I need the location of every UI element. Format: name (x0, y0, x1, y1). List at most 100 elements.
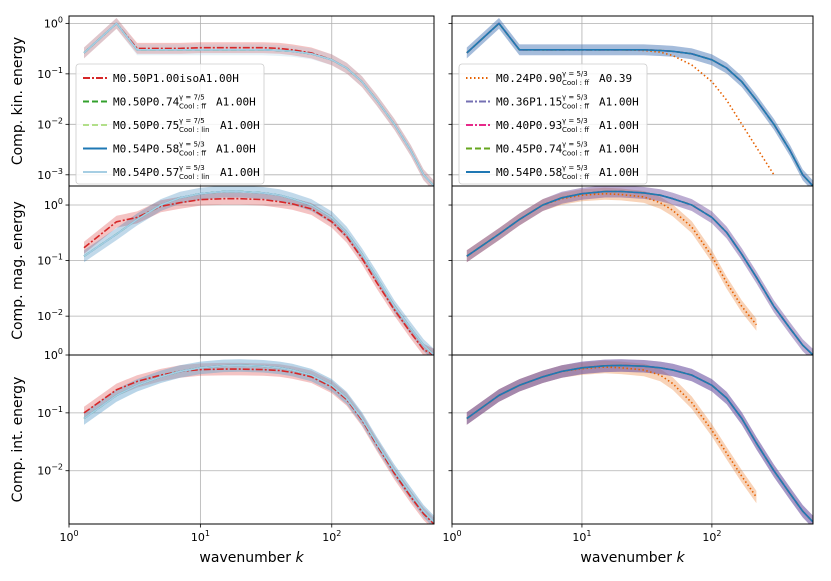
y-axis-label: Comp. int. energy (10, 377, 26, 503)
panel-frame (451, 185, 814, 356)
y-tick-label: 10−2 (37, 463, 63, 478)
legend-label-s2: M0.50P0.74 (113, 96, 180, 109)
legend-label-r2: M0.36P1.15 (496, 96, 562, 109)
series-band-r1 (466, 360, 757, 504)
series-line-r5 (466, 190, 813, 355)
series-line-r5 (466, 364, 813, 523)
series-line-s1 (83, 22, 434, 186)
x-tick-label: 100 (442, 529, 461, 544)
y-tick-label: 10−3 (37, 167, 63, 182)
legend-post-r4: A1.00H (599, 143, 639, 156)
legend-frame (458, 63, 648, 185)
legend-label-r1: M0.24P0.90 (496, 72, 562, 85)
legend-sup-s3: γ = 7/5 (179, 117, 205, 125)
grid (451, 355, 813, 524)
panel-r2-c0: 100 10−1 10−2 100 101 102 (37, 347, 435, 544)
x-axis-label: wavenumber k (580, 550, 685, 566)
legend-label-r5: M0.54P0.58 (496, 166, 562, 179)
series-group (83, 359, 434, 524)
x-tick-label: 101 (191, 529, 210, 544)
panel-frame (68, 185, 435, 356)
legend-post-r5: A1.00H (599, 166, 639, 179)
series-band-r3 (466, 359, 813, 524)
series-group (83, 186, 434, 355)
series-band-r5 (466, 186, 813, 355)
legend-sub-s3: Cool : lin (179, 126, 210, 134)
series-line-s1 (83, 368, 434, 524)
panel-frame (68, 354, 435, 525)
series-band-s4 (84, 359, 434, 524)
grid (68, 355, 434, 524)
legend-post-s3: A1.00H (220, 119, 260, 132)
x-tick-label: 102 (322, 529, 341, 544)
legend-sub-r5: Cool : ff (562, 173, 589, 181)
panel-r1-c0: 100 10−1 10−2 (37, 185, 435, 359)
series-line-s1 (83, 197, 434, 355)
legend-sup-r2: γ = 5/3 (562, 94, 588, 102)
y-tick-label: 10−1 (37, 66, 63, 81)
series-band-r3 (466, 186, 813, 355)
legend-sup-s4: γ = 5/3 (179, 141, 205, 149)
legend-sub-s5: Cool : lin (179, 173, 210, 181)
legend-label-s5: M0.54P0.57 (113, 166, 179, 179)
panel-r1-c1 (448, 185, 814, 359)
y-tick-label: 10−1 (37, 405, 63, 420)
series-band-r2 (466, 359, 813, 524)
y-tick-label: 100 (44, 197, 63, 212)
y-tick-label: 10−1 (37, 253, 63, 268)
x-tick-label: 101 (572, 529, 591, 544)
series-band-r1 (466, 187, 757, 331)
x-axis-label: wavenumber k (199, 550, 304, 566)
grid (68, 186, 434, 355)
legend-sub-r3: Cool : ff (562, 126, 589, 134)
legend-post-r3: A1.00H (599, 119, 639, 132)
legend-frame (75, 63, 265, 185)
series-band-s5 (84, 359, 434, 524)
legend-sub-s4: Cool : ff (179, 150, 206, 158)
panel-frame (451, 354, 814, 525)
legend-sub-r2: Cool : ff (562, 103, 589, 111)
legend-label-s4: M0.54P0.58 (113, 143, 179, 156)
series-line-s5 (83, 364, 434, 523)
legend-label-r4: M0.45P0.74 (496, 143, 563, 156)
y-tick-label: 100 (44, 15, 63, 30)
series-band-r2 (466, 18, 813, 186)
x-tick-label: 100 (59, 529, 78, 544)
legend-post-r1: A0.39 (599, 72, 632, 85)
legend-sup-s2: γ = 7/5 (179, 94, 205, 102)
y-tick-label: 100 (44, 347, 63, 362)
series-band-r5 (466, 359, 813, 524)
legend-post-s5: A1.00H (220, 166, 260, 179)
legend-sub-s2: Cool : ff (179, 103, 206, 111)
x-tick-label: 102 (702, 529, 721, 544)
series-line-r1 (466, 366, 758, 498)
y-axis-label: Comp. mag. energy (10, 201, 26, 340)
legend-label-s3: M0.50P0.75 (113, 119, 179, 132)
legend-post-s2: A1.00H (216, 96, 256, 109)
legend-sup-s5: γ = 5/3 (179, 164, 205, 172)
series-band-s5 (84, 18, 434, 186)
panel-r2-c1: 100 101 102 (442, 354, 814, 544)
legend-post-r2: A1.00H (599, 96, 639, 109)
series-group (466, 186, 813, 355)
legend-sup-r5: γ = 5/3 (562, 164, 588, 172)
y-tick-label: 10−2 (37, 116, 63, 131)
grid (451, 186, 813, 355)
legend-label-r3: M0.40P0.93 (496, 119, 562, 132)
legend-sup-r1: γ = 5/3 (562, 70, 588, 78)
legend-label-s1: M0.50P1.00isoA1.00H (113, 72, 239, 85)
legend-sub-r4: Cool : ff (562, 150, 589, 158)
series-band-s1 (84, 18, 434, 186)
legend-sub-r1: Cool : ff (562, 79, 589, 87)
legend-post-s4: A1.00H (216, 143, 256, 156)
legend-sup-r4: γ = 5/3 (562, 141, 588, 149)
series-group (466, 18, 813, 186)
series-group (466, 359, 813, 524)
series-band-r5 (466, 18, 813, 186)
y-axis-label: Comp. kin. energy (10, 37, 26, 165)
series-line-s5 (83, 22, 434, 186)
series-group (83, 18, 434, 186)
